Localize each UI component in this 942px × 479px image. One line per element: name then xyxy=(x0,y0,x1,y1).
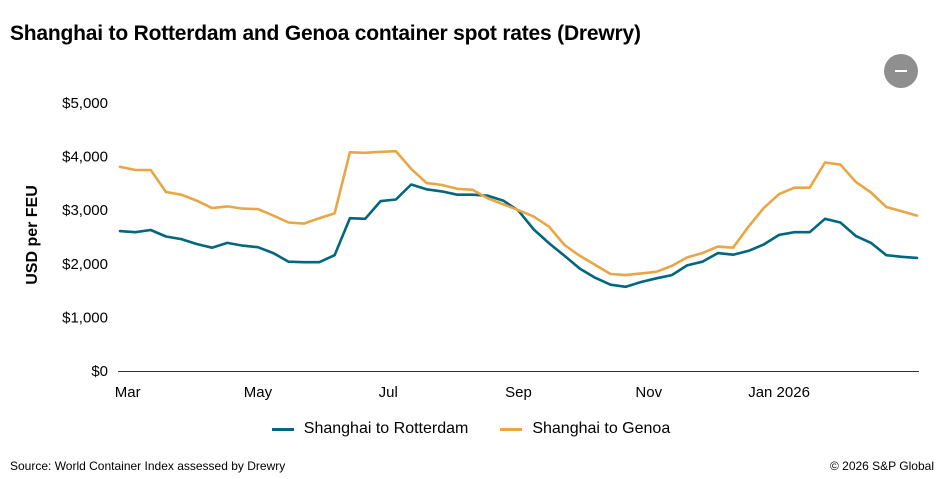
series-line-shanghai-to-rotterdam xyxy=(118,183,919,289)
x-axis: Mar May Jul Sep Nov Jan 2026 xyxy=(115,371,919,401)
x-tick-label: May xyxy=(244,384,273,401)
copyright-note: © 2026 S&P Global xyxy=(829,459,934,473)
y-tick-label: $0 xyxy=(91,363,108,380)
legend-item-genoa[interactable]: Shanghai to Genoa xyxy=(500,420,670,438)
legend-label-rotterdam: Shanghai to Rotterdam xyxy=(303,420,469,437)
x-tick-label: Sep xyxy=(505,384,532,401)
x-tick-label: Jul xyxy=(379,384,398,401)
legend-label-genoa: Shanghai to Genoa xyxy=(532,420,671,437)
y-axis: $0 $1,000 $2,000 $3,000 $4,000 $5,000 USD per … xyxy=(24,95,108,380)
collapse-button[interactable] xyxy=(884,54,918,88)
series-layer xyxy=(118,149,919,289)
chart-title: Shanghai to Rotterdam and Genoa containe… xyxy=(10,22,641,45)
source-note: Source: World Container Index assessed b… xyxy=(10,459,286,473)
x-tick-label: Mar xyxy=(115,384,141,401)
y-axis-title: USD per FEU xyxy=(24,185,41,285)
legend-swatch-rotterdam xyxy=(271,427,294,431)
legend: Shanghai to Rotterdam Shanghai to Genoa xyxy=(0,420,942,438)
y-tick-label: $4,000 xyxy=(62,149,108,166)
x-tick-label: Nov xyxy=(635,384,662,401)
y-tick-label: $1,000 xyxy=(62,309,108,326)
y-tick-label: $2,000 xyxy=(62,256,108,273)
legend-item-rotterdam[interactable]: Shanghai to Rotterdam xyxy=(271,420,469,438)
y-tick-label: $5,000 xyxy=(62,95,108,112)
series-line-shanghai-to-genoa xyxy=(118,149,919,277)
y-tick-label: $3,000 xyxy=(62,202,108,219)
legend-swatch-genoa xyxy=(500,427,523,431)
x-tick-label: Jan 2026 xyxy=(748,384,810,401)
minus-icon xyxy=(895,70,907,72)
